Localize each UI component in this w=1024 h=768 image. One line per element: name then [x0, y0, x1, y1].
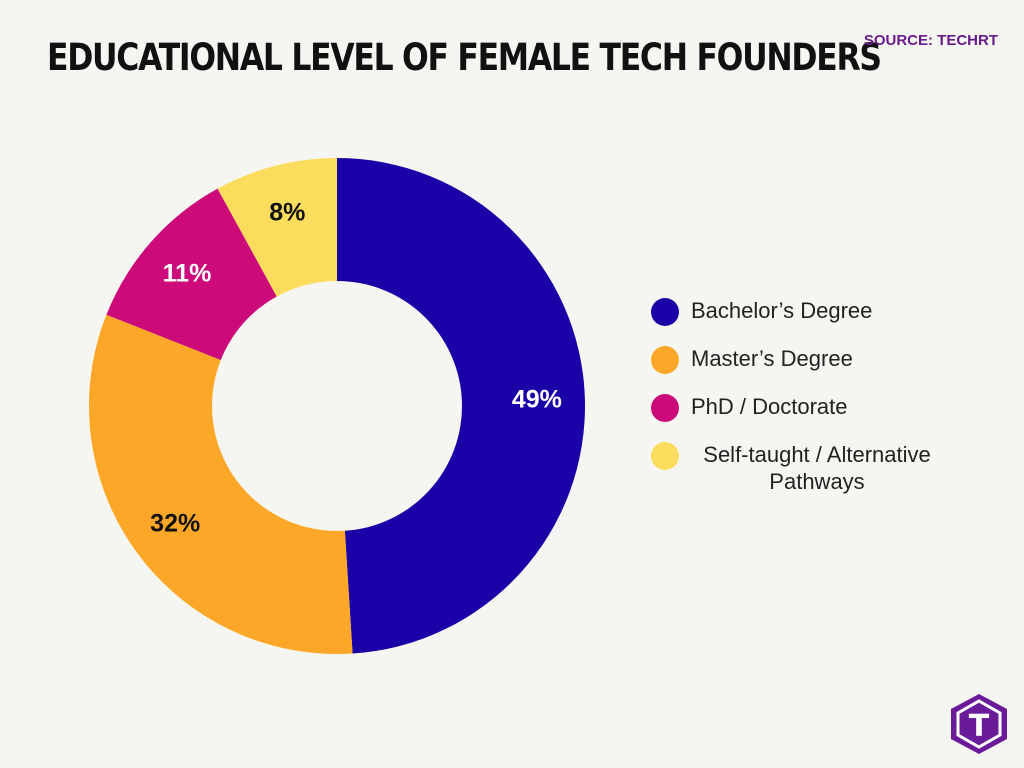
legend-label-bachelors: Bachelor’s Degree	[691, 298, 873, 323]
legend-swatch-bachelors	[651, 298, 679, 326]
legend-label-phd: PhD / Doctorate	[691, 394, 848, 419]
legend-label-self-taught: Self-taught / Alternative Pathways	[703, 442, 931, 494]
logo-letter: T	[969, 709, 990, 744]
legend-item-self-taught: Self-taught / Alternative Pathways	[651, 436, 981, 496]
donut-slice-bachelors	[337, 158, 585, 654]
donut-slice-phd	[106, 188, 277, 360]
slice-label-bachelors: 49%	[512, 386, 562, 414]
legend-item-phd: PhD / Doctorate	[651, 388, 981, 436]
legend-swatch-self-taught	[651, 442, 679, 470]
slice-label-phd: 11%	[163, 260, 212, 288]
slice-label-self-taught: 8%	[269, 198, 305, 226]
legend-item-bachelors: Bachelor’s Degree	[651, 292, 981, 340]
techrt-logo-icon: T	[951, 694, 1007, 754]
donut-slice-self-taught	[217, 158, 337, 297]
chart-title: EDUCATIONAL LEVEL OF FEMALE TECH FOUNDER…	[47, 36, 882, 79]
slice-label-masters: 32%	[150, 510, 200, 538]
source-label: SOURCE: TECHRT	[863, 32, 998, 49]
legend-swatch-masters	[651, 346, 679, 374]
legend-label-masters: Master’s Degree	[691, 346, 853, 371]
legend-item-masters: Master’s Degree	[651, 340, 981, 388]
legend: Bachelor’s Degree Master’s Degree PhD / …	[651, 292, 981, 496]
donut-slice-masters	[88, 314, 353, 654]
legend-swatch-phd	[651, 394, 679, 422]
